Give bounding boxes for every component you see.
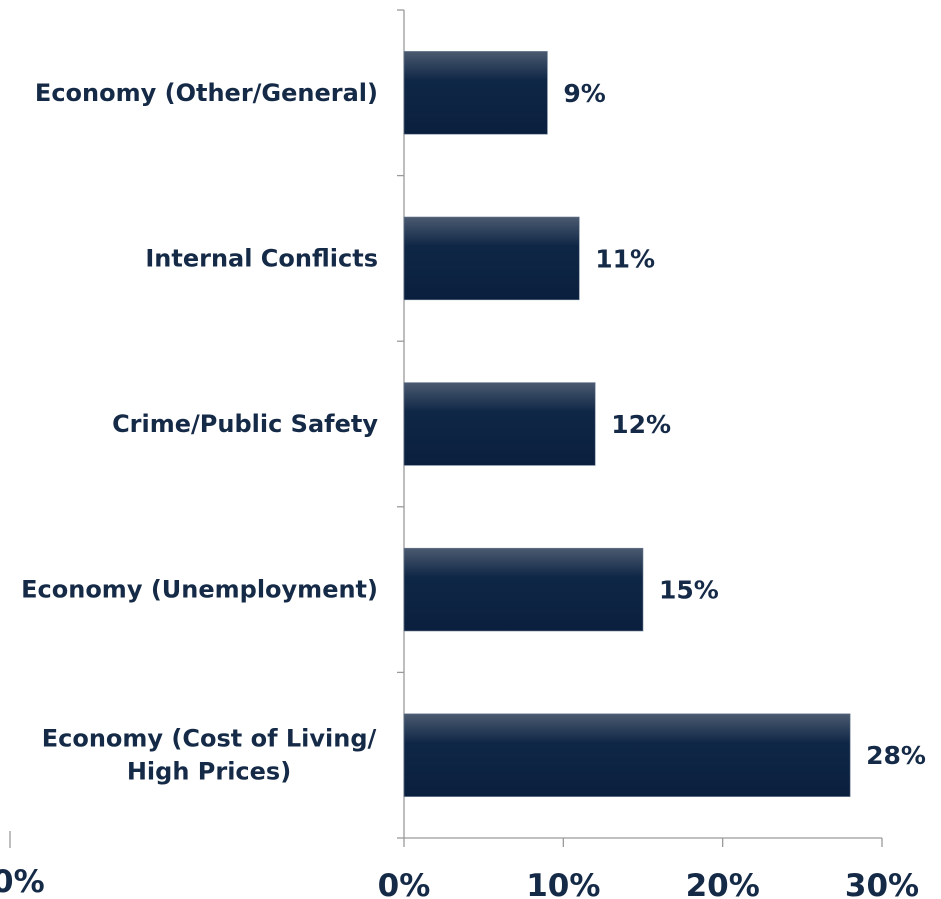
bar-2 <box>403 216 580 301</box>
bar-value-label: 9% <box>563 79 605 108</box>
x-axis-ticks <box>403 838 883 847</box>
value-labels-group: 9% 11% 12% 15% 28% <box>563 79 926 770</box>
bar-value-label: 11% <box>595 244 655 273</box>
category-label: Economy (Unemployment) <box>21 576 378 604</box>
category-label: Economy (Cost of Living/High Prices) <box>42 725 377 786</box>
x-tick-label: 30% <box>845 868 919 899</box>
y-axis-ticks <box>397 9 404 839</box>
category-label: Economy (Other/General) <box>35 79 378 107</box>
bar-4 <box>403 547 644 632</box>
category-label: Internal Conflicts <box>145 244 378 272</box>
x-tick-label: 0% <box>378 868 431 899</box>
bars-group <box>403 51 851 797</box>
bar-1 <box>403 51 548 135</box>
category-label: Crime/Public Safety <box>112 410 378 438</box>
x-tick-label: 10% <box>526 868 600 899</box>
bar-3 <box>403 382 596 466</box>
bar-value-label: 15% <box>659 576 719 605</box>
x-tick-labels-group: 0% 10% 20% 30% <box>378 868 919 899</box>
bar-5 <box>403 713 851 797</box>
x-tick-label: 20% <box>686 868 760 899</box>
bar-value-label: 12% <box>611 410 671 439</box>
bar-value-label: 28% <box>866 741 926 770</box>
ghost-axis-tick-label: 0% <box>0 864 45 899</box>
category-labels-group: Economy (Other/General) Internal Conflict… <box>21 79 378 786</box>
